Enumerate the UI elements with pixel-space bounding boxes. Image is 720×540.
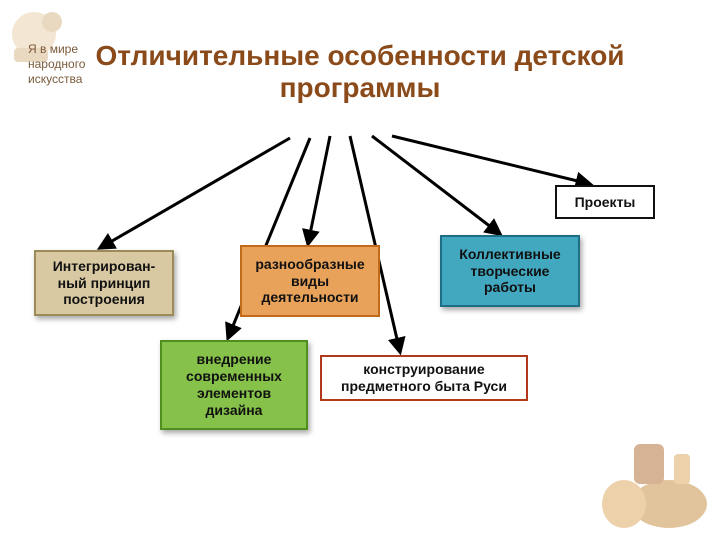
folk-art-bottom-right — [574, 424, 714, 534]
node-activities: разнообразные виды деятельности — [240, 245, 380, 317]
arrow — [308, 136, 330, 244]
arrow — [372, 136, 500, 234]
slide: { "type": "spider-diagram", "canvas": { … — [0, 0, 720, 540]
arrow — [350, 136, 400, 352]
node-construction: конструирование предметного быта Руси — [320, 355, 528, 401]
arrow — [100, 138, 290, 248]
node-integrated: Интегрирован-ный принцип построения — [34, 250, 174, 316]
node-projects: Проекты — [555, 185, 655, 219]
node-design: внедрение современных элементов дизайна — [160, 340, 308, 430]
arrow — [392, 136, 590, 184]
node-collective: Коллективные творческие работы — [440, 235, 580, 307]
slide-title: Отличительные особенности детской програ… — [0, 40, 720, 104]
